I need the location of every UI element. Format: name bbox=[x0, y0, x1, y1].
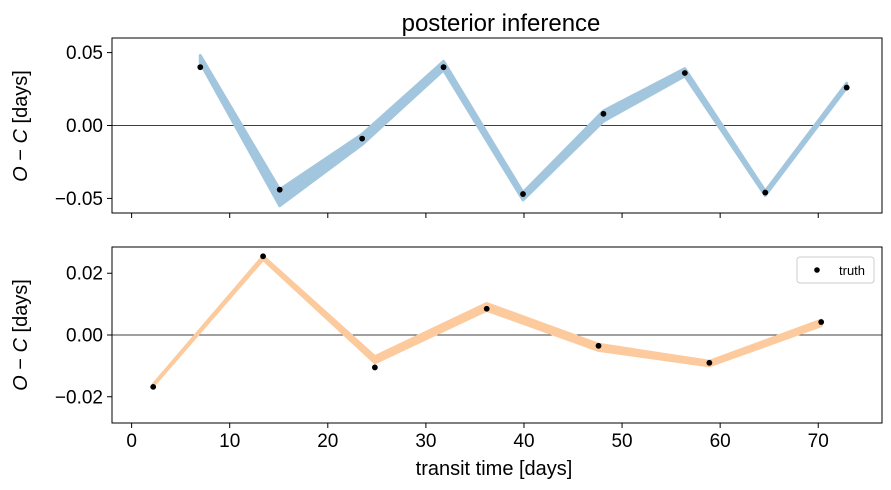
bottom-xtick-label: 20 bbox=[317, 431, 338, 452]
bottom-x-ticks: 0 10 20 30 40 50 60 70 bbox=[126, 423, 829, 452]
top-panel: posterior inference −0.05 0.00 0.05 O − C … bbox=[10, 10, 883, 218]
bottom-panel: −0.02 0.00 0.02 0 10 20 30 40 50 60 70 O − C [day… bbox=[10, 246, 883, 480]
top-ytick-label: 0.00 bbox=[66, 116, 103, 137]
legend-label-truth: truth bbox=[839, 263, 865, 278]
bottom-data-point bbox=[371, 364, 378, 371]
bottom-data-point bbox=[818, 319, 825, 325]
bottom-ytick-label: 0.02 bbox=[66, 264, 103, 285]
bottom-ylabel: O − C [days] bbox=[10, 279, 32, 391]
top-ylabel: O − C [days] bbox=[10, 70, 32, 182]
bottom-plot-area bbox=[112, 253, 882, 390]
bottom-y-ticks: −0.02 0.00 0.02 bbox=[55, 264, 112, 408]
top-data-point bbox=[440, 64, 447, 71]
bottom-xtick-label: 40 bbox=[513, 431, 534, 452]
top-title: posterior inference bbox=[402, 10, 601, 37]
bottom-posterior-band bbox=[151, 254, 823, 388]
top-y-ticks: −0.05 0.00 0.05 bbox=[55, 43, 112, 210]
top-data-point bbox=[520, 191, 526, 197]
top-plot-area bbox=[112, 54, 882, 208]
bottom-xtick-label: 0 bbox=[126, 431, 137, 452]
top-ytick-label: −0.05 bbox=[55, 189, 103, 210]
top-data-point bbox=[681, 70, 688, 76]
top-x-ticks bbox=[131, 213, 819, 218]
legend: truth bbox=[796, 256, 875, 284]
bottom-data-point bbox=[260, 253, 266, 260]
bottom-xtick-label: 10 bbox=[219, 431, 240, 452]
bottom-ytick-label: 0.00 bbox=[66, 326, 103, 347]
top-data-point bbox=[762, 189, 769, 196]
bottom-xtick-label: 50 bbox=[611, 431, 632, 452]
bottom-xlabel: transit time [days] bbox=[416, 458, 573, 480]
bottom-data-point bbox=[706, 359, 713, 366]
bottom-data-point bbox=[483, 305, 490, 312]
top-ytick-label: 0.05 bbox=[66, 43, 103, 64]
legend-marker-truth bbox=[814, 267, 820, 273]
bottom-data-point bbox=[595, 342, 602, 349]
bottom-xtick-label: 30 bbox=[415, 431, 436, 452]
bottom-data-point bbox=[150, 383, 157, 390]
top-posterior-band bbox=[198, 54, 849, 208]
bottom-xtick-label: 60 bbox=[710, 431, 731, 452]
top-data-point bbox=[276, 186, 283, 193]
top-data-point bbox=[843, 84, 850, 91]
legend-box bbox=[796, 256, 875, 284]
top-data-point bbox=[197, 64, 204, 71]
top-data-point bbox=[359, 135, 366, 142]
top-data-point bbox=[600, 110, 607, 117]
bottom-xtick-label: 70 bbox=[808, 431, 829, 452]
bottom-ytick-label: −0.02 bbox=[55, 387, 103, 408]
